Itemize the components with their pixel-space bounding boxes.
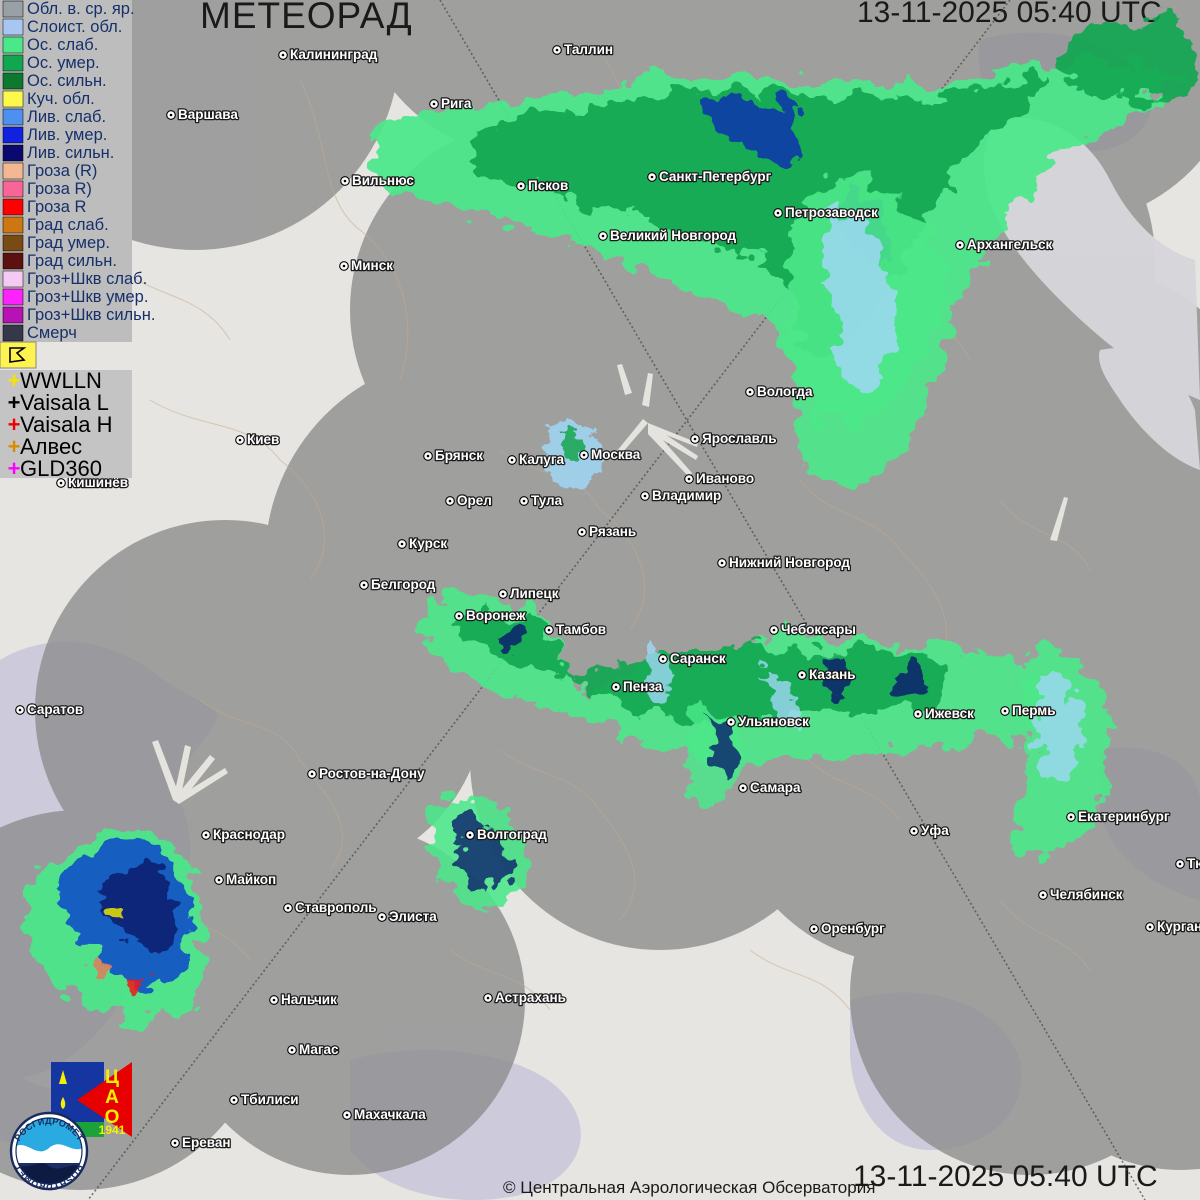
svg-text:13-11-2025 05:40 UTC: 13-11-2025 05:40 UTC bbox=[857, 0, 1162, 29]
svg-text:Рига: Рига bbox=[441, 96, 472, 111]
svg-text:Град слаб.: Град слаб. bbox=[27, 216, 109, 234]
svg-text:Нальчик: Нальчик bbox=[281, 992, 337, 1007]
svg-text:Уфа: Уфа bbox=[921, 823, 949, 838]
svg-text:Лив. умер.: Лив. умер. bbox=[27, 126, 107, 144]
svg-text:Элиста: Элиста bbox=[389, 909, 437, 924]
svg-text:Ульяновск: Ульяновск bbox=[738, 714, 809, 729]
svg-text:Тюмень: Тюмень bbox=[1187, 856, 1200, 871]
svg-text:Ос. слаб.: Ос. слаб. bbox=[27, 36, 98, 54]
svg-text:Рязань: Рязань bbox=[589, 524, 636, 539]
svg-text:Магас: Магас bbox=[299, 1042, 339, 1057]
svg-text:Пенза: Пенза bbox=[623, 679, 663, 694]
svg-text:+: + bbox=[8, 456, 21, 481]
svg-text:Псков: Псков bbox=[528, 178, 568, 193]
svg-text:Казань: Казань bbox=[809, 667, 856, 682]
svg-text:Ижевск: Ижевск bbox=[925, 706, 974, 721]
svg-text:А: А bbox=[105, 1087, 119, 1108]
svg-text:Куч. обл.: Куч. обл. bbox=[27, 90, 95, 108]
svg-text:Махачкала: Махачкала bbox=[354, 1107, 426, 1122]
svg-text:Владимир: Владимир bbox=[652, 488, 721, 503]
svg-text:Таллин: Таллин bbox=[564, 42, 613, 57]
svg-text:Ростов-на-Дону: Ростов-на-Дону bbox=[319, 766, 425, 781]
svg-text:Гроза (R): Гроза (R) bbox=[27, 162, 97, 180]
svg-text:Самара: Самара bbox=[750, 780, 801, 795]
svg-text:Ереван: Ереван bbox=[182, 1135, 231, 1150]
svg-text:Липецк: Липецк bbox=[510, 586, 559, 601]
svg-text:Ос. умер.: Ос. умер. bbox=[27, 54, 100, 72]
svg-text:Астрахань: Астрахань bbox=[495, 990, 566, 1005]
svg-text:Иваново: Иваново bbox=[696, 471, 754, 486]
svg-text:Тула: Тула bbox=[531, 493, 563, 508]
svg-text:Москва: Москва bbox=[591, 447, 641, 462]
svg-text:Пермь: Пермь bbox=[1012, 703, 1056, 718]
svg-text:Санкт-Петербург: Санкт-Петербург bbox=[659, 169, 772, 184]
svg-text:Гроз+Шкв сильн.: Гроз+Шкв сильн. bbox=[27, 306, 155, 324]
svg-text:Нижний Новгород: Нижний Новгород bbox=[729, 555, 850, 570]
svg-text:Великий Новгород: Великий Новгород bbox=[610, 228, 737, 243]
svg-text:Тамбов: Тамбов bbox=[556, 622, 606, 637]
svg-text:Варшава: Варшава bbox=[178, 107, 238, 122]
svg-text:GLD360: GLD360 bbox=[20, 456, 102, 481]
svg-text:13-11-2025 05:40 UTC: 13-11-2025 05:40 UTC bbox=[853, 1160, 1158, 1193]
svg-text:Вологда: Вологда bbox=[757, 384, 813, 399]
svg-text:Воронеж: Воронеж bbox=[466, 608, 526, 623]
svg-text:Архангельск: Архангельск bbox=[967, 237, 1053, 252]
svg-text:Гроза R): Гроза R) bbox=[27, 180, 92, 198]
svg-text:Курган: Курган bbox=[1157, 919, 1200, 934]
svg-text:Минск: Минск bbox=[351, 258, 393, 273]
svg-text:Калининград: Калининград bbox=[290, 47, 378, 62]
svg-text:Майкоп: Майкоп bbox=[226, 872, 276, 887]
svg-text:Вильнюс: Вильнюс bbox=[352, 173, 414, 188]
svg-text:© Центральная Аэрологическая О: © Центральная Аэрологическая Обсерватори… bbox=[503, 1178, 875, 1197]
svg-text:Обл. в. ср. яр.: Обл. в. ср. яр. bbox=[27, 0, 135, 18]
svg-text:Смерч: Смерч bbox=[27, 324, 77, 342]
svg-text:Саранск: Саранск bbox=[670, 651, 726, 666]
svg-text:Ос. сильн.: Ос. сильн. bbox=[27, 72, 107, 90]
svg-text:Брянск: Брянск bbox=[435, 448, 483, 463]
svg-text:МЕТЕОРАД: МЕТЕОРАД bbox=[200, 0, 413, 36]
svg-text:Гроза R: Гроза R bbox=[27, 198, 87, 216]
svg-text:Ставрополь: Ставрополь bbox=[295, 900, 377, 915]
svg-text:Ярославль: Ярославль bbox=[702, 431, 777, 446]
svg-text:Челябинск: Челябинск bbox=[1050, 887, 1123, 902]
svg-text:Екатеринбург: Екатеринбург bbox=[1078, 809, 1170, 824]
svg-text:Ц: Ц bbox=[105, 1067, 119, 1088]
svg-text:Саратов: Саратов bbox=[27, 702, 83, 717]
svg-text:Град умер.: Град умер. bbox=[27, 234, 110, 252]
svg-text:Град сильн.: Град сильн. bbox=[27, 252, 117, 270]
svg-text:Чебоксары: Чебоксары bbox=[781, 622, 856, 637]
svg-text:Киев: Киев bbox=[247, 432, 279, 447]
svg-text:Орел: Орел bbox=[457, 493, 492, 508]
svg-text:Тбилиси: Тбилиси bbox=[241, 1092, 299, 1107]
svg-text:Лив. слаб.: Лив. слаб. bbox=[27, 108, 106, 126]
svg-text:Гроз+Шкв умер.: Гроз+Шкв умер. bbox=[27, 288, 148, 306]
svg-text:Курск: Курск bbox=[409, 536, 447, 551]
svg-text:Гроз+Шкв слаб.: Гроз+Шкв слаб. bbox=[27, 270, 147, 288]
svg-text:Волгоград: Волгоград bbox=[477, 827, 547, 842]
svg-text:Оренбург: Оренбург bbox=[821, 921, 885, 936]
svg-text:Краснодар: Краснодар bbox=[213, 827, 285, 842]
svg-text:Петрозаводск: Петрозаводск bbox=[785, 205, 878, 220]
svg-text:Слоист. обл.: Слоист. обл. bbox=[27, 18, 122, 36]
svg-text:Лив. сильн.: Лив. сильн. bbox=[27, 144, 114, 162]
svg-text:1941: 1941 bbox=[99, 1123, 126, 1137]
svg-text:Калуга: Калуга bbox=[519, 452, 564, 467]
svg-text:Белгород: Белгород bbox=[371, 577, 436, 592]
